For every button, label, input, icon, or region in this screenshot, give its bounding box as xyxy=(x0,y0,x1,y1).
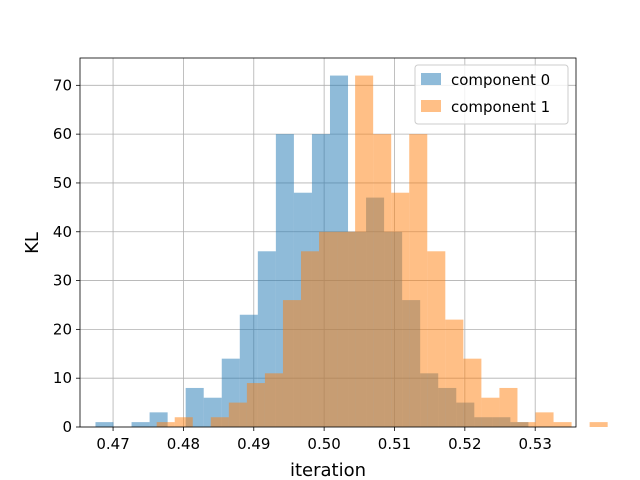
histogram-bars xyxy=(95,75,608,428)
histogram-bar xyxy=(445,319,464,427)
histogram-bar xyxy=(481,397,500,427)
histogram-bar xyxy=(319,231,338,427)
y-tick-label: 50 xyxy=(53,174,72,192)
x-tick-label: 0.51 xyxy=(378,435,411,453)
histogram-bar xyxy=(228,402,247,427)
x-tick-label: 0.49 xyxy=(237,435,270,453)
histogram-bar xyxy=(95,422,114,427)
x-tick-label: 0.48 xyxy=(167,435,200,453)
histogram-bar xyxy=(210,417,229,427)
y-axis-ticks: 0 10 20 30 40 50 60 70 xyxy=(53,76,80,436)
histogram-bar xyxy=(282,300,301,427)
histogram-bar xyxy=(355,75,374,428)
histogram-bar xyxy=(409,134,428,427)
legend-swatch-component-0 xyxy=(421,73,441,85)
histogram-bar xyxy=(535,412,554,427)
legend: component 0 component 1 xyxy=(414,64,569,125)
histogram-bar xyxy=(337,231,356,427)
histogram-bar xyxy=(156,422,175,427)
y-tick-label: 40 xyxy=(53,223,72,241)
plot-frame xyxy=(79,57,577,428)
y-tick-label: 70 xyxy=(53,76,72,94)
histogram-bar xyxy=(589,422,608,427)
legend-box xyxy=(414,64,569,125)
y-tick-label: 30 xyxy=(53,272,72,290)
x-axis-ticks: 0.47 0.48 0.49 0.50 0.51 0.52 0.53 xyxy=(96,427,552,453)
histogram-bar xyxy=(264,373,283,427)
histogram-bar xyxy=(174,417,193,427)
y-axis-label: KL xyxy=(22,232,43,254)
histogram-bar xyxy=(517,422,536,427)
x-tick-label: 0.53 xyxy=(518,435,551,453)
y-tick-label: 60 xyxy=(53,125,72,143)
y-tick-label: 0 xyxy=(62,418,72,436)
histogram-bar xyxy=(300,251,320,427)
histogram-bar xyxy=(553,422,572,427)
x-tick-label: 0.52 xyxy=(448,435,481,453)
series-1-bars xyxy=(156,75,608,428)
legend-swatch-component-1 xyxy=(421,100,441,112)
histogram-bar xyxy=(131,422,150,427)
histogram-bar xyxy=(246,383,265,427)
legend-label-component-0: component 0 xyxy=(451,71,550,89)
x-tick-label: 0.50 xyxy=(307,435,340,453)
histogram-bar xyxy=(427,251,446,427)
legend-label-component-1: component 1 xyxy=(451,98,550,116)
y-tick-label: 10 xyxy=(53,369,72,387)
histogram-bar xyxy=(463,358,482,427)
histogram-bar xyxy=(391,192,410,427)
x-axis-label: iteration xyxy=(290,460,366,480)
histogram-bar xyxy=(373,134,392,427)
y-tick-label: 20 xyxy=(53,320,72,338)
x-tick-label: 0.47 xyxy=(96,435,129,453)
histogram-bar xyxy=(499,387,518,427)
